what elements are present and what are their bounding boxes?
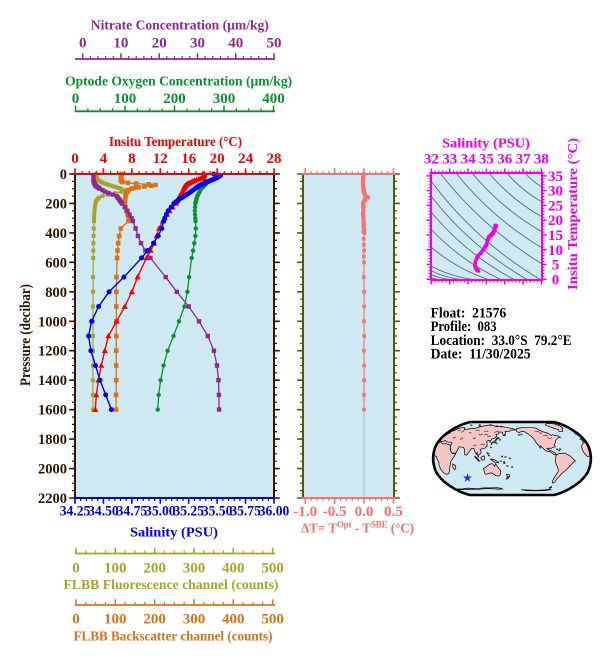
svg-text:34: 34 [461, 152, 477, 168]
svg-text:Insitu Temperature (°C): Insitu Temperature (°C) [566, 138, 581, 290]
svg-text:200: 200 [143, 612, 166, 628]
svg-text:Salinity (PSU): Salinity (PSU) [130, 526, 218, 541]
svg-text:34.75: 34.75 [117, 504, 148, 520]
svg-text:30: 30 [190, 36, 205, 52]
svg-text:34.50: 34.50 [88, 504, 119, 520]
svg-text:1800: 1800 [38, 432, 67, 448]
svg-text:40: 40 [228, 36, 243, 52]
svg-text:Float: 21576: Float: 21576 [431, 306, 507, 322]
svg-text:4: 4 [100, 151, 108, 167]
svg-text:800: 800 [45, 285, 67, 301]
svg-text:50: 50 [267, 36, 282, 52]
svg-text:0.5: 0.5 [384, 504, 403, 520]
svg-text:500: 500 [261, 612, 284, 628]
svg-text:8: 8 [128, 151, 136, 167]
svg-text:400: 400 [222, 560, 245, 576]
svg-text:Location: 33.0°S 79.2°E: Location: 33.0°S 79.2°E [431, 333, 572, 349]
svg-text:400: 400 [222, 612, 245, 628]
svg-text:300: 300 [183, 560, 206, 576]
svg-text:-1.0: -1.0 [293, 504, 317, 520]
svg-text:100: 100 [104, 560, 127, 576]
svg-text:ΔT= TOpt - TSBE (°C): ΔT= TOpt - TSBE (°C) [301, 521, 414, 537]
svg-text:1400: 1400 [38, 373, 67, 389]
svg-text:5: 5 [552, 258, 560, 274]
svg-text:37: 37 [516, 152, 532, 168]
svg-text:Optode Oxygen Concentration (µ: Optode Oxygen Concentration (µm/kg) [65, 75, 292, 90]
svg-text:10: 10 [548, 243, 563, 259]
svg-text:Pressure (decibar): Pressure (decibar) [18, 284, 34, 386]
svg-text:35: 35 [548, 169, 563, 185]
svg-text:24: 24 [238, 151, 254, 167]
svg-text:600: 600 [45, 255, 67, 271]
svg-text:34.25: 34.25 [60, 504, 91, 520]
svg-text:2000: 2000 [38, 462, 67, 478]
svg-text:300: 300 [183, 612, 206, 628]
svg-text:0: 0 [71, 151, 79, 167]
svg-text:200: 200 [143, 560, 166, 576]
svg-text:33: 33 [442, 152, 457, 168]
svg-text:Insitu Temperature (°C): Insitu Temperature (°C) [109, 135, 242, 150]
svg-text:Date: 11/30/2025: Date: 11/30/2025 [431, 347, 531, 363]
svg-text:32: 32 [424, 152, 439, 168]
svg-text:12: 12 [153, 151, 168, 167]
svg-text:1200: 1200 [38, 344, 67, 360]
svg-text:0: 0 [72, 612, 80, 628]
svg-text:Salinity (PSU): Salinity (PSU) [442, 137, 530, 152]
svg-text:36.00: 36.00 [259, 504, 290, 520]
svg-text:0: 0 [72, 560, 80, 576]
svg-text:20: 20 [548, 213, 563, 229]
svg-text:400: 400 [262, 91, 285, 107]
svg-text:0: 0 [72, 91, 80, 107]
svg-text:100: 100 [114, 91, 137, 107]
svg-text:20: 20 [152, 36, 167, 52]
svg-text:30: 30 [548, 184, 563, 200]
svg-text:100: 100 [104, 612, 127, 628]
svg-text:200: 200 [163, 91, 186, 107]
svg-text:0: 0 [552, 272, 560, 288]
svg-text:35.75: 35.75 [230, 504, 261, 520]
svg-text:FLBB Fluorescence channel (cou: FLBB Fluorescence channel (counts) [64, 578, 279, 593]
svg-text:10: 10 [113, 36, 128, 52]
svg-text:35.50: 35.50 [202, 504, 233, 520]
svg-text:15: 15 [548, 228, 563, 244]
svg-text:25: 25 [548, 198, 563, 214]
svg-text:38: 38 [534, 152, 549, 168]
svg-text:36: 36 [497, 152, 513, 168]
svg-text:0: 0 [60, 167, 67, 183]
svg-text:1600: 1600 [38, 403, 67, 419]
svg-text:35: 35 [479, 152, 494, 168]
svg-text:35.25: 35.25 [173, 504, 204, 520]
svg-text:28: 28 [267, 151, 282, 167]
svg-text:0.0: 0.0 [355, 504, 374, 520]
svg-text:200: 200 [45, 197, 67, 213]
svg-text:500: 500 [261, 560, 284, 576]
svg-text:400: 400 [45, 226, 67, 242]
svg-text:Nitrate Concentration (µm/kg): Nitrate Concentration (µm/kg) [91, 18, 269, 33]
svg-text:-0.5: -0.5 [323, 504, 347, 520]
svg-text:300: 300 [213, 91, 236, 107]
svg-text:20: 20 [210, 151, 225, 167]
svg-text:2200: 2200 [38, 491, 67, 507]
svg-text:0: 0 [79, 36, 87, 52]
svg-text:Profile: 083: Profile: 083 [431, 319, 497, 335]
svg-text:35.00: 35.00 [145, 504, 176, 520]
svg-text:FLBB Backscatter channel (coun: FLBB Backscatter channel (counts) [74, 629, 273, 644]
svg-text:16: 16 [181, 151, 197, 167]
svg-text:1000: 1000 [38, 314, 67, 330]
